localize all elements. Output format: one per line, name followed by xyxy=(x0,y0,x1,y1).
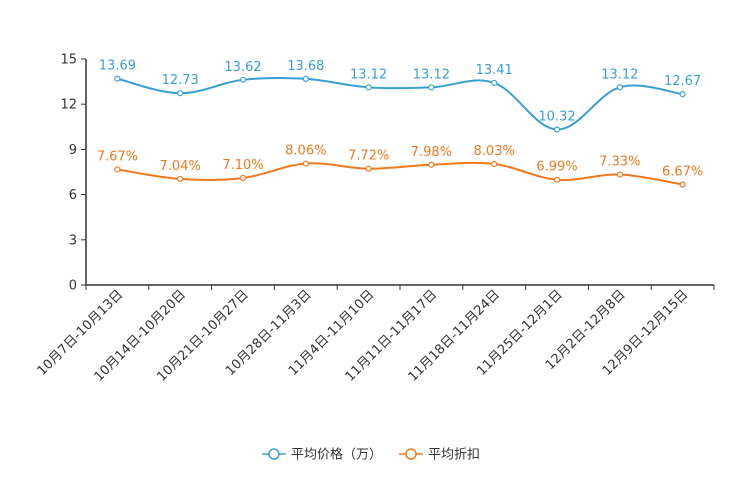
data-point[interactable] xyxy=(302,160,309,167)
data-label: 7.98% xyxy=(411,145,452,160)
series-2: 7.67% 7.04% 7.10% 8.06% 7.72% 7.98% 8.03% 6.99%… xyxy=(97,144,703,188)
data-point[interactable] xyxy=(616,84,623,91)
data-label: 13.12 xyxy=(601,67,638,82)
legend-label: 平均价格（万） xyxy=(291,447,382,463)
data-label: 7.67% xyxy=(97,149,138,164)
data-label: 13.68 xyxy=(287,59,324,74)
series-line xyxy=(117,76,683,131)
data-point[interactable] xyxy=(114,166,121,173)
data-point[interactable] xyxy=(365,84,372,91)
data-label: 6.99% xyxy=(536,160,577,175)
data-point[interactable] xyxy=(177,175,184,183)
y-tick-label: 3 xyxy=(69,233,77,248)
chart-legend[interactable]: 平均价格（万） 平均折扣 xyxy=(262,447,480,463)
data-label: 13.41 xyxy=(476,63,513,78)
data-label: 13.62 xyxy=(224,60,261,75)
data-point[interactable] xyxy=(553,126,561,133)
data-label: 8.06% xyxy=(285,144,326,159)
data-point[interactable] xyxy=(491,79,498,87)
y-tick-label: 6 xyxy=(69,188,77,203)
series-line xyxy=(117,161,683,186)
chart-axes: 0369121510月7日-10月13日10月14日-10月20日10月21日-… xyxy=(35,53,715,385)
data-point[interactable] xyxy=(239,76,247,83)
data-label: 13.12 xyxy=(350,67,387,82)
data-point[interactable] xyxy=(114,75,121,82)
legend-marker-icon xyxy=(268,448,280,460)
data-label: 10.32 xyxy=(538,110,575,125)
data-point[interactable] xyxy=(616,171,623,178)
data-label: 8.03% xyxy=(474,144,515,159)
data-point[interactable] xyxy=(302,75,309,82)
data-label: 7.33% xyxy=(599,155,640,170)
chart-series-layer: 13.69 12.73 13.62 13.68 13.12 13.12 13.41 10.32… xyxy=(97,59,703,188)
y-tick-label: 0 xyxy=(69,279,77,294)
legend-item-1[interactable]: 平均价格（万） xyxy=(262,447,382,463)
data-point[interactable] xyxy=(491,160,498,168)
data-point[interactable] xyxy=(239,174,247,182)
series-1: 13.69 12.73 13.62 13.68 13.12 13.12 13.41 10.32… xyxy=(99,59,701,133)
data-label: 12.73 xyxy=(162,73,199,88)
data-point[interactable] xyxy=(679,181,686,188)
data-point[interactable] xyxy=(428,161,435,168)
data-point[interactable] xyxy=(365,165,372,172)
data-point[interactable] xyxy=(679,91,686,98)
data-point[interactable] xyxy=(553,176,561,183)
data-label: 7.04% xyxy=(160,159,201,174)
legend-item-2[interactable]: 平均折扣 xyxy=(399,448,480,463)
data-point[interactable] xyxy=(428,84,435,91)
data-label: 7.10% xyxy=(222,158,263,173)
y-tick-label: 15 xyxy=(60,53,77,68)
data-label: 7.72% xyxy=(348,149,389,164)
data-label: 12.67 xyxy=(664,74,701,89)
y-tick-label: 12 xyxy=(60,98,77,113)
data-label: 6.67% xyxy=(662,165,703,180)
y-tick-label: 9 xyxy=(69,143,77,158)
legend-label: 平均折扣 xyxy=(428,448,480,463)
data-label: 13.69 xyxy=(99,59,136,74)
data-label: 13.12 xyxy=(413,67,450,82)
legend-marker-icon xyxy=(405,448,417,460)
data-point[interactable] xyxy=(177,90,184,97)
